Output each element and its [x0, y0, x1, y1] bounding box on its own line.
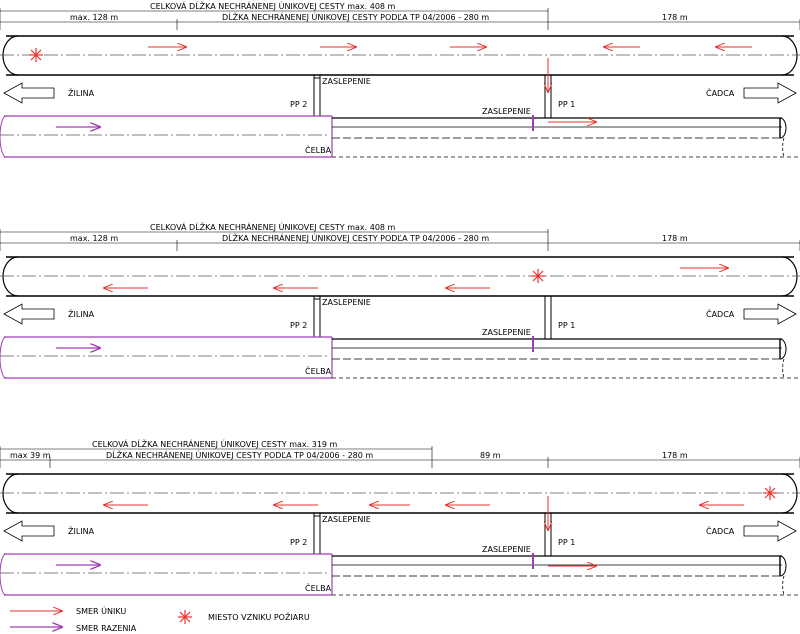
pp2-label: PP 2 [290, 100, 307, 109]
direction-label-cadca: ČADCA [706, 525, 735, 536]
escape-arrows [104, 268, 728, 288]
segment-label-3: 178 m [662, 13, 688, 22]
direction-arrow-cadca [743, 82, 797, 104]
planned-tube [332, 555, 800, 596]
segment-label-3: 178 m [662, 234, 688, 243]
segment-label-2: DĹŽKA NECHRÁNENEJ ÚNIKOVEJ CESTY PODĽA T… [222, 11, 489, 22]
direction-label-zilina: ŽILINA [68, 87, 95, 98]
direction-label-zilina: ŽILINA [68, 308, 95, 319]
blanking-label-lower: ZASLEPENIE [482, 328, 531, 337]
panel-2: CELKOVÁ DĹŽKA NECHRÁNENEJ ÚNIKOVEJ CESTY… [0, 221, 800, 379]
legend: SMER ÚNIKU SMER RAZENIA MIESTO VZNIKU PO… [10, 605, 310, 633]
blanking-label-lower: ZASLEPENIE [482, 545, 531, 554]
legend-escape-label: SMER ÚNIKU [76, 605, 126, 616]
direction-label-cadca: ČADCA [706, 87, 735, 98]
cross-passage-pp1 [544, 75, 552, 118]
main-tunnel-tube [0, 473, 800, 514]
fire-location-icon [763, 486, 777, 500]
panel-1: CELKOVÁ DĹŽKA NECHRÁNENEJ ÚNIKOVEJ CESTY… [0, 0, 800, 158]
panel-3: CELKOVÁ DĹŽKA NECHRÁNENEJ ÚNIKOVEJ CESTY… [0, 438, 800, 596]
legend-fire-label: MIESTO VZNIKU POŽIARU [208, 611, 310, 622]
fire-location-icon [531, 269, 545, 283]
main-tunnel-tube [0, 256, 800, 297]
face-label: ČELBA [305, 582, 332, 593]
blanking-label-upper: ZASLEPENIE [322, 298, 371, 307]
direction-arrow-zilina [3, 520, 55, 542]
segment-label-2: DĹŽKA NECHRÁNENEJ ÚNIKOVEJ CESTY PODĽA T… [222, 232, 489, 243]
direction-arrow-cadca [743, 520, 797, 542]
total-length-label: CELKOVÁ DĹŽKA NECHRÁNENEJ ÚNIKOVEJ CESTY… [150, 221, 396, 232]
dimension-lines [0, 446, 800, 468]
segment-label-2: DĹŽKA NECHRÁNENEJ ÚNIKOVEJ CESTY PODĽA T… [106, 449, 373, 460]
fire-location-icon [29, 48, 43, 62]
face-label: ČELBA [305, 365, 332, 376]
pp1-label: PP 1 [558, 321, 575, 330]
cross-passage-pp2 [313, 75, 321, 116]
planned-tube [332, 338, 800, 379]
planned-tube [332, 117, 800, 158]
dimension-lines [0, 8, 800, 30]
pp1-label: PP 1 [558, 538, 575, 547]
excavated-tube [0, 115, 333, 158]
total-length-label: CELKOVÁ DĹŽKA NECHRÁNENEJ ÚNIKOVEJ CESTY… [92, 438, 338, 449]
segment-label-3: 89 m [480, 451, 501, 460]
pp1-label: PP 1 [558, 100, 575, 109]
legend-fire-icon [178, 610, 192, 624]
cross-passage-pp1 [544, 296, 552, 339]
main-tunnel-tube [0, 35, 800, 76]
blanking-label-upper: ZASLEPENIE [322, 515, 371, 524]
legend-driving-label: SMER RAZENIA [76, 624, 137, 633]
pp2-label: PP 2 [290, 321, 307, 330]
pp2-label: PP 2 [290, 538, 307, 547]
segment-label-1: max 39 m [10, 451, 51, 460]
direction-arrow-zilina [3, 303, 55, 325]
direction-arrow-zilina [3, 82, 55, 104]
excavated-tube [0, 336, 333, 379]
blanking-label-lower: ZASLEPENIE [482, 107, 531, 116]
direction-label-cadca: ČADCA [706, 308, 735, 319]
segment-label-1: max. 128 m [70, 234, 118, 243]
segment-label-1: max. 128 m [70, 13, 118, 22]
cross-passage-pp2 [313, 296, 321, 337]
total-length-label: CELKOVÁ DĹŽKA NECHRÁNENEJ ÚNIKOVEJ CESTY… [150, 0, 396, 11]
cross-passage-pp2 [313, 513, 321, 554]
cross-passage-pp1 [544, 513, 552, 556]
segment-label-4: 178 m [662, 451, 688, 460]
blanking-label-upper: ZASLEPENIE [322, 77, 371, 86]
direction-arrow-cadca [743, 303, 797, 325]
face-label: ČELBA [305, 144, 332, 155]
direction-label-zilina: ŽILINA [68, 525, 95, 536]
excavated-tube [0, 553, 333, 596]
dimension-lines [0, 229, 800, 251]
